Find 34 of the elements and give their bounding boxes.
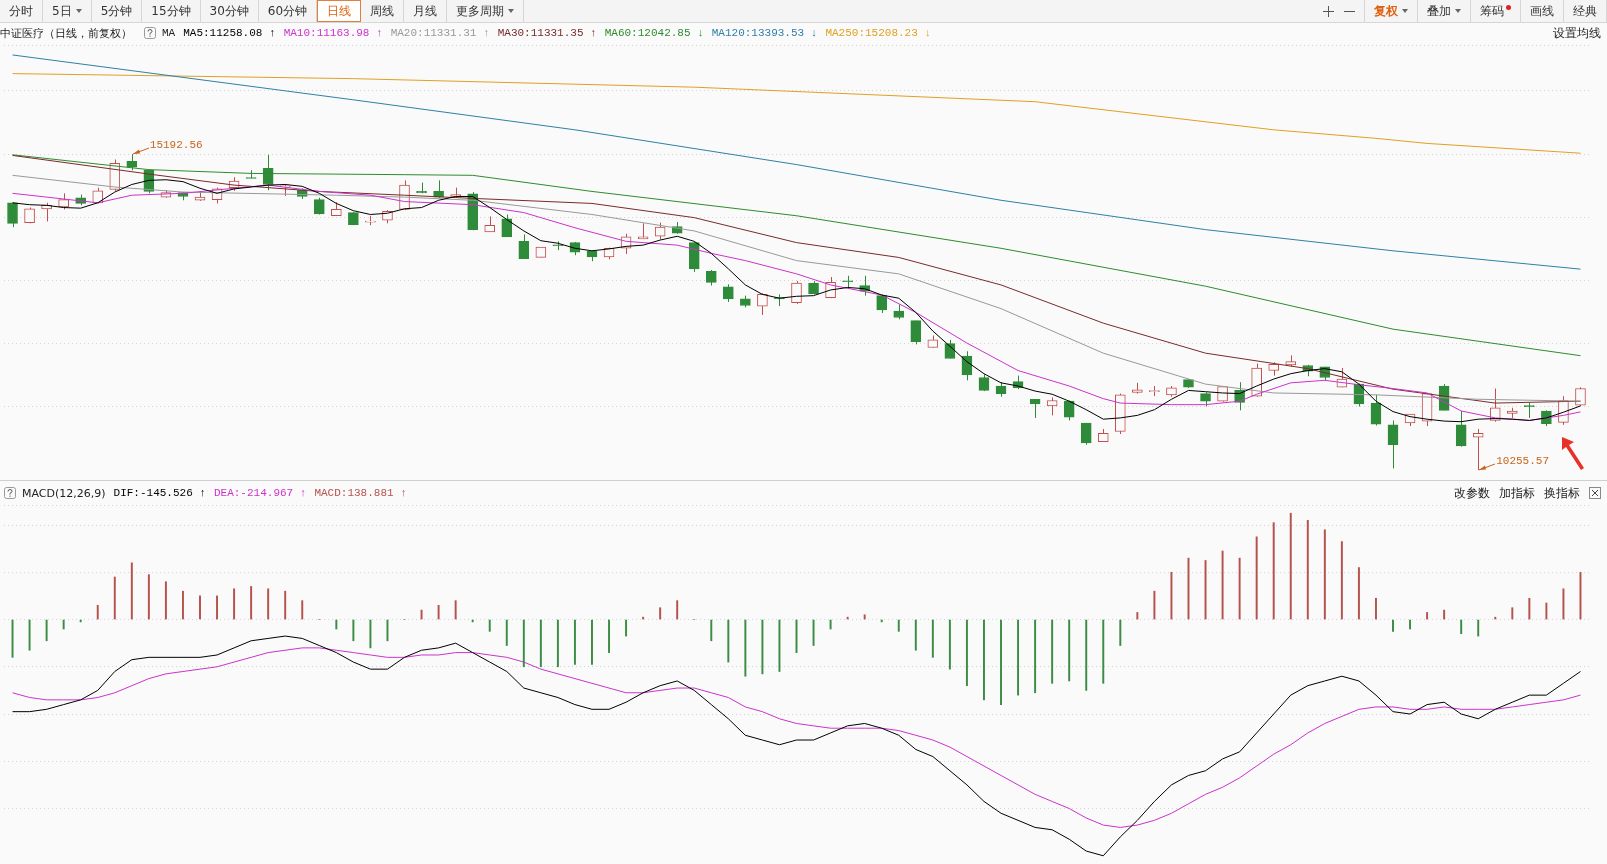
text: 5日 [52, 3, 72, 20]
text: 日线 [327, 3, 352, 20]
text: 60分钟 [267, 3, 308, 20]
text: MA20:11331.31 ↑ [390, 27, 490, 39]
text: 月线 [413, 3, 438, 20]
text: 5分钟 [100, 3, 133, 20]
text: 15分钟 [151, 3, 191, 20]
text: 15192.56 [149, 139, 203, 152]
text: 改参数 [1454, 484, 1490, 502]
text: 加指标 [1499, 484, 1535, 502]
text: 更多周期 [456, 3, 505, 20]
text: MA10:11163.98 ↑ [283, 27, 383, 39]
text: DIF:-145.526 ↑ [113, 487, 206, 499]
text: MA60:12042.85 ↓ [604, 27, 704, 39]
legend-title: MA [162, 27, 176, 39]
text: MA5:11258.08 ↑ [183, 27, 276, 39]
text: 设置均线 [1553, 24, 1601, 42]
text: MA250:15208.23 ↓ [825, 27, 931, 39]
text: 筹码 [1480, 3, 1504, 20]
text: 叠加 [1427, 3, 1451, 20]
text: 周线 [370, 3, 395, 20]
text: 30分钟 [209, 3, 249, 20]
text: 画线 [1530, 3, 1554, 20]
text: MACD:138.881 ↑ [314, 487, 407, 499]
chart-title: MACD(12,26,9) [22, 486, 106, 500]
text: 复权 [1374, 3, 1398, 20]
text: DEA:-214.967 ↑ [213, 487, 307, 499]
text: 换指标 [1544, 484, 1580, 502]
text: MA120:13393.53 ↓ [711, 27, 818, 39]
annotation: 10255.57 [1496, 455, 1550, 468]
text: 经典 [1573, 3, 1597, 20]
text: MA30:11331.35 ↑ [497, 27, 597, 39]
text: 分时 [9, 3, 33, 20]
chart-title: 中证医疗（日线，前复权） [0, 25, 132, 41]
